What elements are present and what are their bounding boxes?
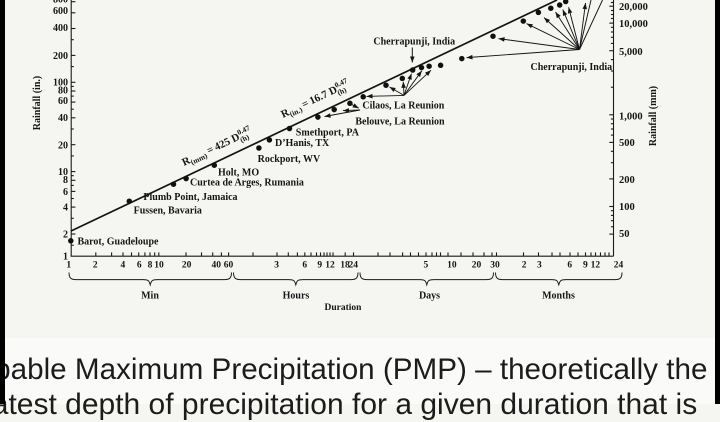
- svg-text:800: 800: [53, 0, 68, 6]
- svg-text:Fussen, Bavaria: Fussen, Bavaria: [134, 206, 202, 217]
- svg-text:24: 24: [349, 260, 359, 270]
- svg-text:40: 40: [58, 113, 68, 124]
- svg-text:Rockport, WV: Rockport, WV: [258, 154, 321, 165]
- svg-text:500: 500: [619, 138, 635, 149]
- svg-text:3: 3: [274, 260, 279, 270]
- svg-text:Duration: Duration: [325, 303, 363, 313]
- svg-text:2: 2: [93, 260, 98, 270]
- svg-text:Curtea de Arges, Rumania: Curtea de Arges, Rumania: [190, 178, 304, 189]
- svg-text:18: 18: [340, 260, 350, 270]
- svg-text:2: 2: [522, 260, 527, 270]
- svg-text:4: 4: [63, 203, 68, 214]
- svg-text:5: 5: [424, 260, 429, 270]
- svg-text:3: 3: [537, 260, 542, 270]
- svg-text:Months: Months: [542, 291, 575, 302]
- svg-text:10,000: 10,000: [619, 19, 648, 30]
- svg-text:200: 200: [619, 175, 635, 186]
- svg-text:D’Hanis, TX: D’Hanis, TX: [275, 138, 330, 149]
- svg-text:Belouve, La Reunion: Belouve, La Reunion: [355, 117, 445, 128]
- svg-text:6: 6: [302, 260, 307, 270]
- svg-text:600: 600: [53, 6, 68, 17]
- svg-text:40: 40: [212, 260, 222, 270]
- svg-text:100: 100: [53, 78, 68, 89]
- svg-text:400: 400: [53, 23, 68, 34]
- svg-text:Cherrapunji, India: Cherrapunji, India: [531, 62, 613, 73]
- svg-text:1: 1: [66, 260, 71, 270]
- svg-text:R(mm) = 425 D0.47(h): R(mm) = 425 D0.47(h): [179, 123, 255, 171]
- svg-text:60: 60: [58, 96, 68, 107]
- svg-text:1,000: 1,000: [619, 111, 643, 122]
- svg-text:9: 9: [583, 260, 588, 270]
- svg-text:200: 200: [53, 51, 68, 62]
- svg-text:Cherrapunji, India: Cherrapunji, India: [373, 36, 455, 47]
- svg-text:4: 4: [121, 260, 126, 270]
- svg-text:8: 8: [148, 260, 153, 270]
- svg-text:10: 10: [58, 167, 68, 178]
- svg-text:20: 20: [472, 260, 482, 270]
- svg-text:6: 6: [137, 260, 142, 270]
- svg-text:20: 20: [58, 140, 68, 151]
- svg-text:60: 60: [224, 260, 234, 270]
- svg-text:12: 12: [325, 260, 335, 270]
- svg-text:R(in.) = 16.7 D0.47(h): R(in.) = 16.7 D0.47(h): [278, 76, 352, 123]
- svg-text:10: 10: [447, 260, 457, 270]
- svg-text:Days: Days: [419, 291, 440, 302]
- svg-text:5,000: 5,000: [619, 47, 643, 58]
- svg-text:Barot, Guadeloupe: Barot, Guadeloupe: [78, 237, 159, 248]
- svg-text:24: 24: [614, 260, 624, 270]
- svg-text:20,000: 20,000: [619, 2, 648, 13]
- svg-text:Rainfall (mm): Rainfall (mm): [648, 86, 659, 146]
- svg-text:6: 6: [63, 187, 68, 198]
- svg-text:10: 10: [154, 260, 164, 270]
- svg-text:80: 80: [58, 85, 68, 96]
- svg-text:Rainfall (in.): Rainfall (in.): [32, 76, 43, 130]
- svg-text:6: 6: [567, 260, 572, 270]
- svg-text:1: 1: [63, 251, 68, 262]
- svg-text:Plumb Point, Jamaica: Plumb Point, Jamaica: [143, 192, 237, 203]
- svg-text:100: 100: [619, 202, 635, 213]
- svg-text:Hours: Hours: [283, 291, 310, 302]
- svg-text:2: 2: [63, 230, 68, 241]
- svg-text:30: 30: [490, 260, 500, 270]
- svg-text:Min: Min: [141, 291, 159, 302]
- svg-text:Holt, MO: Holt, MO: [218, 168, 259, 179]
- svg-text:20: 20: [182, 260, 192, 270]
- svg-text:9: 9: [317, 260, 322, 270]
- svg-text:12: 12: [591, 260, 601, 270]
- svg-text:50: 50: [619, 229, 630, 240]
- svg-text:8: 8: [63, 175, 68, 186]
- svg-text:Smethport, PA: Smethport, PA: [296, 128, 360, 139]
- svg-text:Cilaos, La Reunion: Cilaos, La Reunion: [362, 101, 444, 112]
